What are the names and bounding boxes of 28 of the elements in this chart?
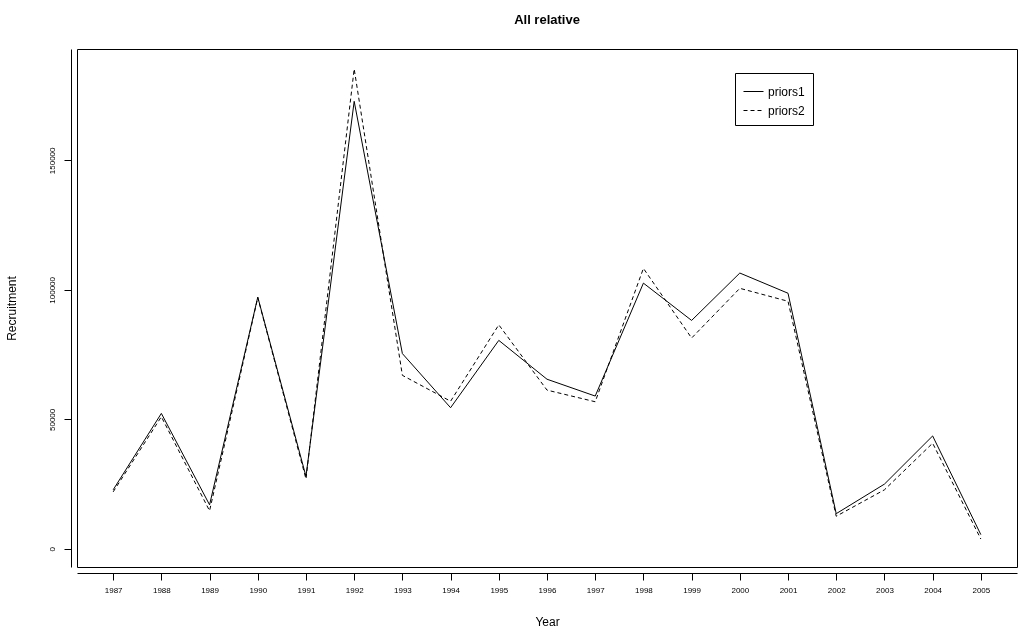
y-tick-label: 50000 <box>47 408 57 431</box>
legend-label: priors2 <box>768 103 806 118</box>
x-tick-label: 1994 <box>442 585 461 595</box>
x-tick-label: 1989 <box>201 585 220 595</box>
y-axis-title: Recruitment <box>4 275 19 341</box>
x-tick-label: 2001 <box>779 585 798 595</box>
x-tick-label: 1997 <box>586 585 606 595</box>
x-tick-label: 2005 <box>972 585 991 595</box>
y-tick-label: 150000 <box>47 146 57 175</box>
x-axis-title: Year <box>535 614 560 629</box>
x-tick-label: 1991 <box>297 585 316 595</box>
y-tick-label: 0 <box>47 546 57 552</box>
x-tick-label: 1992 <box>345 585 365 595</box>
x-tick-label: 1996 <box>538 585 557 595</box>
x-tick-label: 2000 <box>731 585 750 595</box>
x-tick-label: 1990 <box>249 585 268 595</box>
x-tick-label: 2002 <box>827 585 847 595</box>
x-tick-label: 2004 <box>924 585 943 595</box>
x-tick-label: 1999 <box>683 585 702 595</box>
y-tick-label: 100000 <box>47 276 57 304</box>
x-tick-label: 1987 <box>104 585 124 595</box>
chart-title: All relative <box>514 12 580 27</box>
x-tick-label: 1998 <box>635 585 654 595</box>
x-tick-label: 1995 <box>490 585 509 595</box>
x-tick-label: 2003 <box>876 585 895 595</box>
legend-label: priors1 <box>768 84 806 99</box>
x-tick-label: 1993 <box>393 585 413 595</box>
x-tick-label: 1988 <box>152 585 172 595</box>
